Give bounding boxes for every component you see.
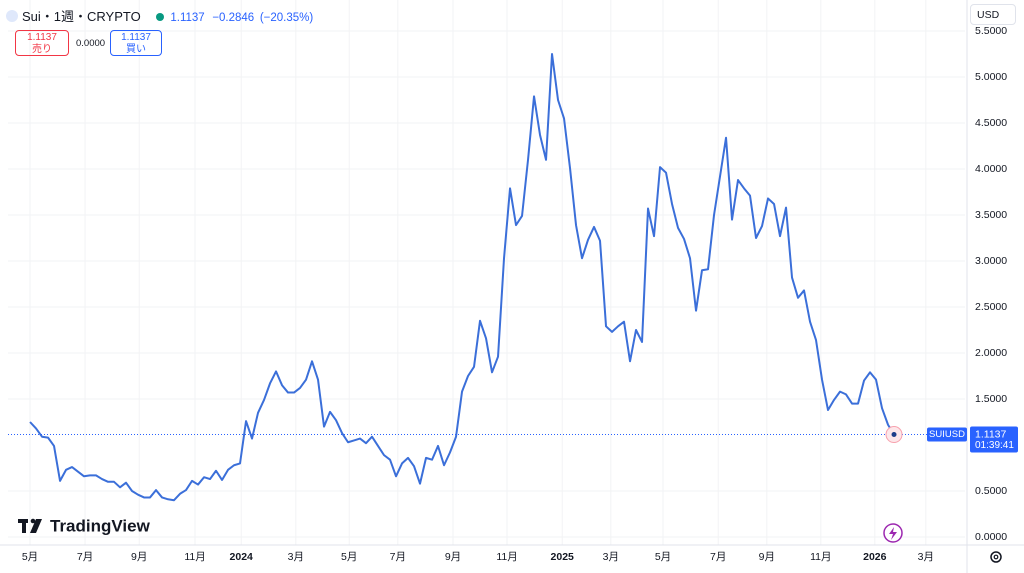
x-tick-label: 7月 [390, 551, 406, 563]
y-tick-label: 5.5000 [975, 25, 1007, 37]
y-tick-label: 0.0000 [975, 531, 1007, 543]
x-tick-label: 7月 [77, 551, 93, 563]
settings-icon [993, 554, 999, 560]
alert-icon [889, 527, 897, 540]
symbol-title: Sui・1週・CRYPTO [22, 9, 141, 24]
sell-price: 1.1137 [27, 32, 57, 43]
y-tick-label: 2.0000 [975, 347, 1007, 359]
axis-labels: 0.0000 0.5000 1.5000 2.0000 2.5000 3.0000 3.50… [22, 25, 1018, 563]
brand-logo: TradingView [18, 516, 151, 535]
x-tick-label: 5月 [22, 551, 38, 563]
buy-price: 1.1137 [121, 32, 151, 43]
spread: 0.0000 [76, 38, 106, 49]
change: −0.2846 [212, 12, 255, 24]
plot [8, 53, 965, 502]
price-tag [970, 426, 1018, 453]
y-tick-label: 0.5000 [975, 485, 1007, 497]
y-tick-label: 5.0000 [975, 71, 1007, 83]
x-tick-label: 5月 [655, 551, 671, 563]
y-tick-label: 3.0000 [975, 255, 1007, 267]
buy-label: 買い [126, 44, 146, 55]
market-status [156, 13, 165, 21]
change-percent: (−20.35%) [259, 12, 314, 24]
x-tick-label: 3月 [288, 551, 304, 563]
symbol-tag [927, 427, 967, 442]
price-tag-value: 1.1137 [975, 428, 1006, 440]
x-tick-label: 9月 [445, 551, 461, 563]
x-tick-label: 9月 [759, 551, 775, 563]
price-tag-countdown: 01:39:41 [975, 440, 1014, 451]
symbol-tag-label: SUIUSD [929, 429, 965, 440]
y-tick-label: 4.0000 [975, 163, 1007, 175]
x-tick-label: 5月 [341, 551, 357, 563]
x-tick-label: 2026 [863, 551, 887, 563]
grid [8, 0, 965, 545]
currency-select[interactable]: USD [970, 4, 1016, 25]
currency: USD [977, 9, 1000, 21]
symbol-row: Sui・1週・CRYPTO 1.1137 −0.2846 (−20.35%) [6, 6, 313, 25]
x-tick-label: 9月 [131, 551, 147, 563]
x-tick-label: 11月 [184, 551, 205, 563]
x-tick-label: 7月 [710, 551, 726, 563]
y-tick-label: 2.5000 [975, 301, 1007, 313]
price-line [29, 53, 895, 502]
settings-button[interactable] [990, 551, 1002, 563]
x-tick-label: 11月 [810, 551, 831, 563]
buy-button[interactable]: 1.1137 買い [110, 30, 162, 56]
sell-label: 売り [32, 44, 52, 55]
x-tick-label: 3月 [918, 551, 934, 563]
x-tick-label: 3月 [603, 551, 619, 563]
x-tick-label: 2025 [551, 551, 575, 563]
y-tick-label: 1.5000 [975, 393, 1007, 405]
symbol-icon [6, 10, 18, 22]
y-tick-label: 4.5000 [975, 117, 1007, 129]
last-price: 1.1137 [170, 12, 205, 24]
x-tick-label: 2024 [230, 551, 254, 563]
last-point [891, 432, 897, 438]
sell-button[interactable]: 1.1137 売り [15, 30, 69, 56]
y-tick-label: 3.5000 [975, 209, 1007, 221]
brand-name: TradingView [50, 516, 151, 535]
x-tick-label: 11月 [496, 551, 517, 563]
